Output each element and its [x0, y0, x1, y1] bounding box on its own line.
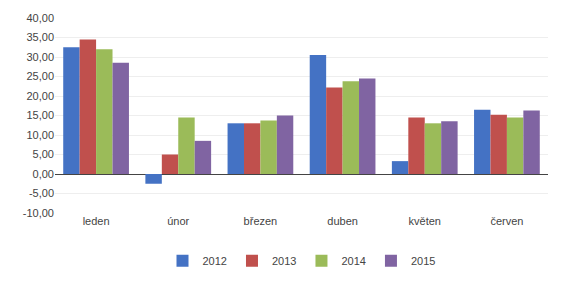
svg-text:duben: duben	[327, 215, 358, 227]
svg-text:únor: únor	[167, 215, 189, 227]
svg-text:-5,00: -5,00	[29, 187, 54, 199]
svg-text:0,00: 0,00	[33, 168, 54, 180]
svg-text:20,00: 20,00	[26, 90, 54, 102]
svg-text:březen: březen	[244, 215, 278, 227]
svg-text:leden: leden	[83, 215, 110, 227]
svg-text:2015: 2015	[411, 255, 435, 267]
svg-text:40,00: 40,00	[26, 12, 54, 24]
svg-text:25,00: 25,00	[26, 70, 54, 82]
svg-text:2013: 2013	[272, 255, 296, 267]
svg-text:2012: 2012	[203, 255, 227, 267]
svg-text:30,00: 30,00	[26, 51, 54, 63]
svg-text:35,00: 35,00	[26, 31, 54, 43]
svg-text:15,00: 15,00	[26, 109, 54, 121]
svg-text:červen: červen	[490, 215, 523, 227]
svg-text:-10,00: -10,00	[23, 207, 54, 219]
svg-text:2014: 2014	[341, 255, 365, 267]
svg-text:květen: květen	[409, 215, 441, 227]
svg-text:5,00: 5,00	[33, 148, 54, 160]
svg-text:10,00: 10,00	[26, 129, 54, 141]
